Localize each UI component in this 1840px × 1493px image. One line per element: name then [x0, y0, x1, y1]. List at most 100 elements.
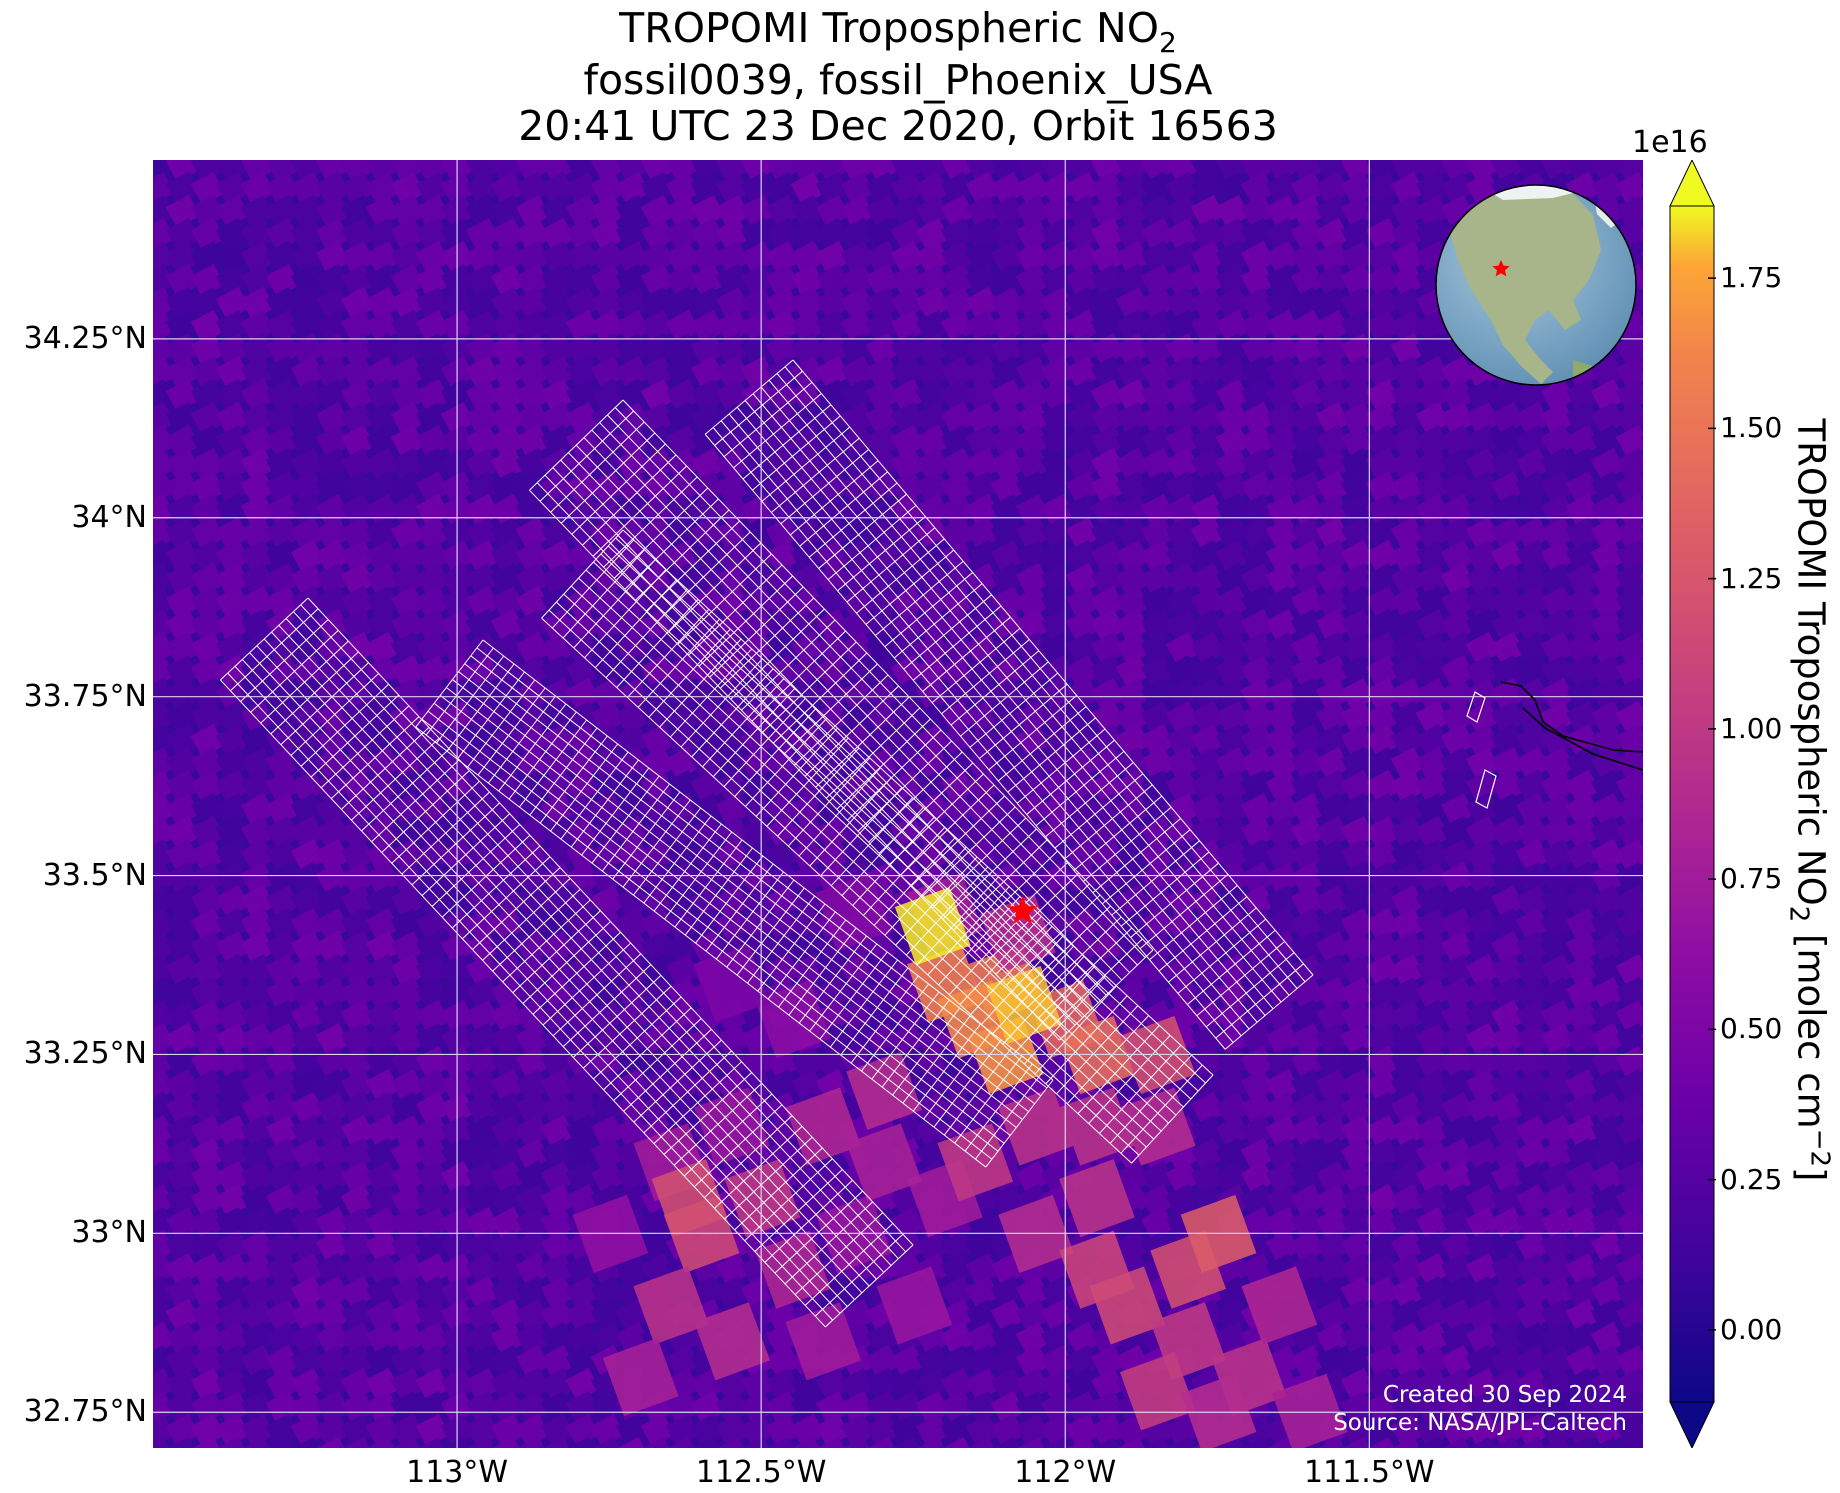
no2-pixel: [540, 1183, 575, 1218]
no2-pixel: [590, 355, 625, 390]
no2-pixel: [1390, 401, 1425, 436]
colorbar-tick-label: 0.25: [1720, 1162, 1783, 1196]
no2-pixel: [1390, 815, 1425, 850]
no2-pixel: [1465, 861, 1500, 896]
no2-pixel: [940, 217, 975, 252]
no2-pixel: [940, 355, 975, 390]
no2-pixel: [915, 792, 950, 827]
no2-pixel: [840, 608, 875, 643]
no2-pixel: [765, 160, 800, 183]
no2-pixel: [165, 631, 200, 666]
no2-pixel: [890, 160, 925, 183]
no2-pixel: [740, 1436, 775, 1448]
no2-pixel: [990, 217, 1025, 252]
no2-pixel: [1240, 171, 1275, 206]
no2-pixel: [1240, 585, 1275, 620]
no2-pixel: [615, 1114, 650, 1149]
no2-pixel: [490, 1091, 525, 1126]
no2-pixel: [665, 953, 700, 988]
no2-pixel: [940, 332, 975, 367]
no2-pixel: [1165, 217, 1200, 252]
created-date-credit: Created 30 Sep 2024: [1382, 1382, 1627, 1408]
no2-pixel: [1265, 160, 1300, 183]
no2-pixel: [290, 171, 325, 206]
no2-pixel: [215, 1367, 250, 1402]
no2-pixel: [1165, 263, 1200, 298]
no2-pixel: [465, 1390, 500, 1425]
no2-pixel: [490, 1229, 525, 1264]
no2-pixel: [990, 447, 1025, 482]
no2-pixel: [190, 723, 225, 758]
no2-pixel: [790, 194, 825, 229]
no2-pixel: [1565, 1252, 1600, 1287]
no2-pixel: [1215, 723, 1250, 758]
no2-pixel: [1065, 1413, 1100, 1448]
no2-pixel: [515, 309, 550, 344]
no2-pixel: [1065, 309, 1100, 344]
no2-pixel: [815, 1413, 850, 1448]
no2-pixel: [1390, 263, 1425, 298]
no2-pixel: [1065, 562, 1100, 597]
no2-pixel: [1140, 160, 1175, 183]
no2-pixel: [690, 838, 725, 873]
no2-pixel: [1540, 930, 1575, 965]
no2-pixel: [415, 953, 450, 988]
no2-pixel: [915, 1436, 950, 1448]
no2-pixel: [415, 309, 450, 344]
no2-pixel: [1240, 447, 1275, 482]
latitude-tick-label: 33°N: [71, 1215, 147, 1251]
no2-pixel: [1590, 976, 1625, 1011]
no2-pixel: [1465, 953, 1500, 988]
no2-pixel: [265, 1367, 300, 1402]
no2-pixel: [165, 378, 200, 413]
no2-pixel: [290, 677, 325, 712]
no2-pixel: [465, 332, 500, 367]
no2-pixel: [1240, 792, 1275, 827]
no2-map-panel[interactable]: [153, 160, 1643, 1448]
no2-pixel: [515, 160, 550, 183]
no2-pixel: [1015, 171, 1050, 206]
no2-pixel: [315, 309, 350, 344]
no2-map-svg[interactable]: [153, 160, 1643, 1448]
no2-pixel: [240, 194, 275, 229]
no2-pixel: [1540, 1436, 1575, 1448]
no2-pixel: [1465, 631, 1500, 666]
no2-pixel: [1540, 1275, 1575, 1310]
no2-pixel: [1440, 539, 1475, 574]
no2-pixel: [615, 1413, 650, 1448]
no2-pixel: [1065, 631, 1100, 666]
no2-pixel: [1365, 160, 1400, 183]
no2-pixel: [1065, 1390, 1100, 1425]
no2-pixel: [1415, 700, 1450, 735]
footprint-strip: [529, 399, 1154, 1041]
no2-pixel: [1615, 378, 1643, 413]
no2-pixel: [1265, 378, 1300, 413]
no2-pixel: [590, 286, 625, 321]
no2-pixel: [365, 677, 400, 712]
no2-pixel: [890, 1022, 925, 1057]
no2-pixel: [865, 240, 900, 275]
no2-pixel: [715, 723, 750, 758]
no2-pixel: [965, 1367, 1000, 1402]
no2-pixel: [153, 907, 175, 942]
no2-pixel: [1440, 493, 1475, 528]
no2-pixel: [515, 240, 550, 275]
no2-pixel: [340, 1091, 375, 1126]
no2-pixel: [1115, 470, 1150, 505]
no2-pixel: [1590, 723, 1625, 758]
no2-pixel: [1415, 332, 1450, 367]
no2-pixel: [890, 1390, 925, 1425]
no2-pixel: [1440, 1367, 1475, 1402]
no2-pixel: [1390, 562, 1425, 597]
no2-pixel: [1490, 976, 1525, 1011]
no2-pixel: [1415, 562, 1450, 597]
no2-pixel: [215, 884, 250, 919]
no2-pixel: [1290, 286, 1325, 321]
no2-pixel: [640, 194, 675, 229]
no2-pixel: [415, 1298, 450, 1333]
no2-pixel: [240, 1436, 275, 1448]
no2-pixel: [615, 355, 650, 390]
no2-pixel: [1215, 999, 1250, 1034]
no2-pixel: [740, 654, 775, 689]
no2-pixel: [153, 194, 175, 229]
